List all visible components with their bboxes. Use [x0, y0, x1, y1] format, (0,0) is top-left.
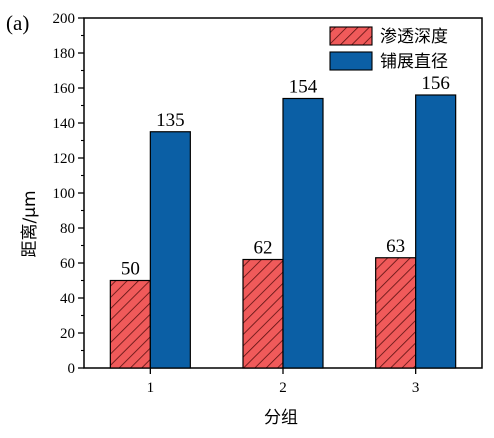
y-tick-label: 100	[53, 186, 76, 202]
bar-spread-diameter	[149, 131, 191, 369]
panel-label: (a)	[6, 11, 29, 35]
plot-area: 0 20 40 60 80 100 120 140 160 180 200 1 50 135 2 62 154 3…	[53, 11, 483, 396]
y-tick-label: 20	[60, 326, 75, 342]
x-axis-title: 分组	[264, 408, 298, 428]
y-tick-label: 40	[60, 291, 75, 307]
data-label: 63	[386, 236, 405, 257]
x-tick-label: 3	[412, 380, 420, 396]
x-tick-label: 1	[147, 380, 155, 396]
y-tick-label: 0	[68, 361, 76, 377]
x-tick-label: 2	[279, 380, 287, 396]
y-tick-label: 120	[53, 151, 76, 167]
legend-label: 铺展直径	[380, 52, 448, 72]
bar-penetration-depth	[109, 279, 151, 369]
bar-spread-diameter	[282, 97, 324, 369]
legend-label: 渗透深度	[380, 27, 448, 47]
bar-spread-diameter	[415, 94, 457, 369]
legend-swatch	[329, 26, 373, 46]
legend-swatch	[329, 51, 373, 71]
data-label: 154	[289, 77, 318, 98]
data-label: 156	[421, 73, 450, 94]
y-tick-label: 180	[53, 46, 76, 62]
data-label: 135	[156, 110, 185, 131]
y-tick-label: 200	[53, 11, 76, 27]
y-tick-label: 160	[53, 81, 76, 97]
data-label: 62	[254, 238, 273, 259]
y-tick-label: 80	[60, 221, 75, 237]
data-label: 50	[121, 259, 140, 280]
y-tick-label: 140	[53, 116, 76, 132]
y-axis-title: 距离/μm	[20, 190, 40, 257]
bar-penetration-depth	[375, 257, 417, 369]
bar-penetration-depth	[242, 258, 284, 369]
y-tick-label: 60	[60, 256, 75, 272]
